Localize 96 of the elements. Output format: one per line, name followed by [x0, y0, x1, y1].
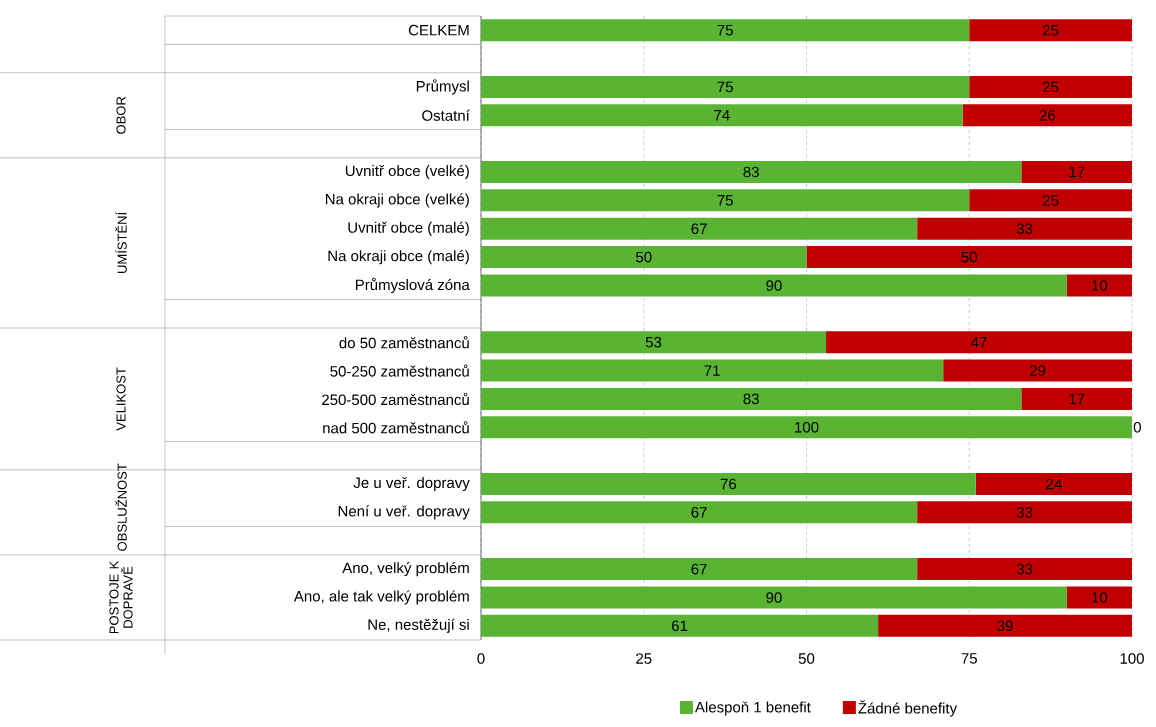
bar: [481, 246, 807, 269]
data-label: 90: [766, 592, 782, 603]
legend-label: Alespoň 1 benefit: [694, 701, 811, 716]
data-label: 74: [714, 110, 730, 121]
y-tick-label: do 50 zaměstnanců: [339, 336, 469, 349]
x-tick-label: 50: [798, 653, 815, 664]
bar: [969, 19, 1132, 42]
y-tick-label: Ano, velký problém: [342, 562, 469, 577]
bar: [1066, 274, 1132, 297]
y-tick-label: Průmysl: [416, 79, 469, 95]
bar: [917, 558, 1132, 581]
data-label: 90: [766, 280, 782, 291]
y-tick-label: Není u veř. dopravy: [338, 505, 470, 520]
bar: [481, 331, 827, 354]
bar: [481, 161, 1022, 183]
bar: [806, 246, 1132, 269]
bar: [481, 387, 1022, 410]
y-tick-label: Ne, nestěžují si: [368, 618, 469, 633]
data-label: 33: [1016, 563, 1033, 575]
data-label: 33: [1016, 223, 1033, 235]
data-label: 0: [1133, 421, 1141, 433]
data-label: 83: [743, 393, 759, 405]
text: OBSLUŽNOST: [115, 463, 127, 551]
data-label: 50: [636, 251, 652, 263]
data-label: 10: [1092, 280, 1108, 291]
bar: [481, 359, 944, 382]
bar: [481, 614, 879, 637]
bar: [969, 75, 1132, 98]
y-tick-label: nad 500 zaměstnanců: [323, 421, 469, 434]
data-label: 10: [1092, 592, 1108, 603]
data-label: 50: [961, 251, 977, 263]
text: OBOR: [116, 96, 126, 134]
bar: [481, 501, 918, 524]
legend-label: Žádné benefity: [858, 700, 958, 717]
data-label: 25: [1043, 81, 1059, 93]
bar: [1066, 586, 1132, 609]
data-label: 39: [997, 620, 1013, 632]
data-label: 17: [1069, 166, 1085, 178]
y-tick-label: Uvnitř obce (velké): [345, 164, 469, 180]
bar: [481, 473, 976, 495]
data-label: 75: [717, 81, 733, 93]
data-label: 25: [1043, 24, 1059, 36]
data-label: 47: [971, 337, 987, 348]
y-tick-label: Je u veř. dopravy: [353, 476, 470, 492]
data-label: 76: [720, 478, 737, 490]
y-tick-label: Průmyslová zóna: [355, 277, 470, 294]
data-label: 75: [717, 195, 733, 206]
data-label: 61: [671, 620, 688, 632]
bar: [878, 614, 1132, 637]
bar: [481, 189, 970, 212]
data-label: 71: [704, 365, 720, 376]
bar: [917, 217, 1132, 240]
bar: [481, 274, 1067, 297]
data-label: 17: [1069, 393, 1085, 405]
bar: [481, 75, 970, 98]
data-label: 33: [1016, 507, 1033, 518]
data-label: 67: [691, 563, 707, 575]
bar: [481, 416, 1132, 439]
text: VELIKOST: [116, 367, 126, 431]
bar: [1021, 387, 1132, 410]
bar: [917, 501, 1132, 524]
data-label: 83: [743, 166, 759, 178]
data-label: 25: [1043, 195, 1059, 206]
bar: [481, 104, 963, 127]
y-tick-label: Ano, ale tak velký problém: [293, 590, 469, 605]
x-tick-label: 0: [477, 653, 485, 664]
bar: [962, 104, 1132, 127]
text: UMÍSTĚNÍ: [115, 211, 127, 273]
bar: [481, 558, 918, 581]
y-tick-label: Uvnitř obce (malé): [348, 221, 469, 236]
y-tick-label: Na okraji obce (malé): [328, 250, 469, 265]
data-label: 67: [691, 223, 707, 235]
y-tick-label: Ostatní: [422, 109, 470, 121]
data-label: 53: [645, 336, 662, 348]
x-tick-label: 75: [961, 653, 977, 664]
bar: [975, 473, 1132, 495]
y-tick-label: 250-500 zaměstnanců: [322, 392, 469, 406]
data-label: 67: [691, 507, 707, 518]
x-tick-label: 100: [1120, 653, 1144, 664]
data-label: 26: [1039, 109, 1056, 121]
data-label: 29: [1030, 365, 1046, 376]
bar: [481, 217, 918, 240]
bar: [943, 359, 1132, 382]
data-label: 75: [717, 24, 733, 36]
y-tick-label: 50-250 zaměstnanců: [330, 364, 469, 377]
text: POSTOJE K DOPRAVĚ: [109, 560, 133, 634]
data-label: 100: [795, 421, 819, 433]
bar: [969, 189, 1132, 212]
y-tick-label: CELKEM: [408, 24, 469, 36]
x-tick-label: 25: [636, 653, 652, 664]
data-label: 24: [1046, 478, 1062, 490]
bar: [826, 331, 1132, 354]
bar: [481, 19, 970, 42]
bar: [481, 586, 1067, 609]
y-tick-label: Na okraji obce (velké): [325, 193, 469, 208]
bar: [1021, 161, 1132, 183]
